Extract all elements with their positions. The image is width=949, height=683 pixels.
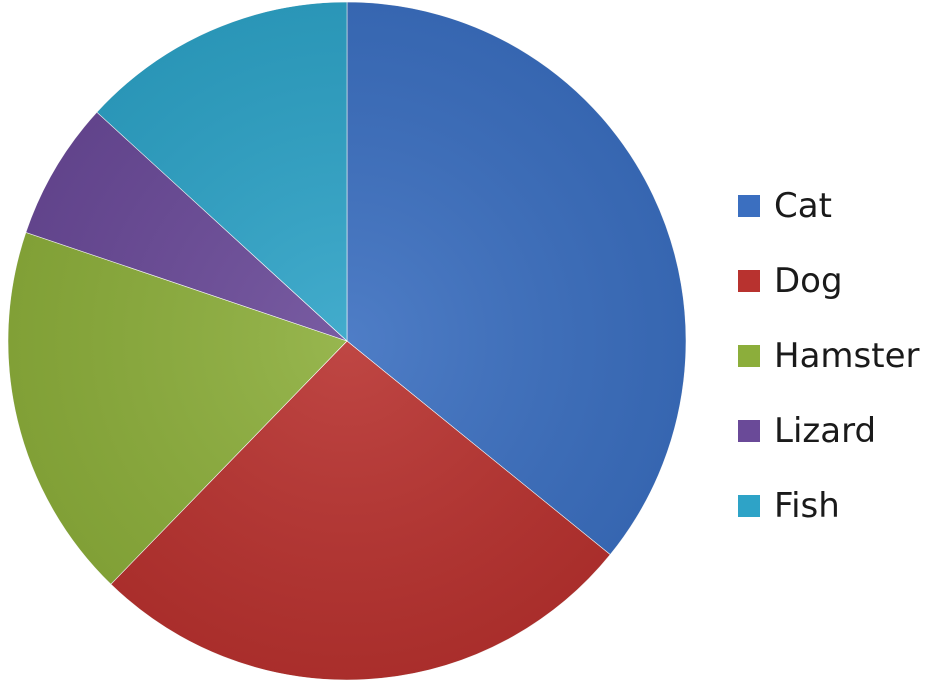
legend-swatch-lizard: [738, 419, 760, 442]
legend-label-cat: Cat: [774, 185, 832, 226]
legend-item-cat: Cat: [738, 168, 919, 243]
legend-item-fish: Fish: [738, 468, 919, 543]
legend-swatch-dog: [738, 269, 760, 292]
legend-label-lizard: Lizard: [774, 410, 877, 451]
legend-swatch-fish: [738, 494, 760, 517]
legend-item-dog: Dog: [738, 243, 919, 318]
legend-label-dog: Dog: [774, 260, 843, 301]
legend-item-hamster: Hamster: [738, 318, 919, 393]
legend-label-fish: Fish: [774, 485, 840, 526]
legend-swatch-hamster: [738, 344, 760, 367]
legend-label-hamster: Hamster: [774, 335, 920, 376]
chart-legend: Cat Dog Hamster Lizard Fish: [738, 168, 919, 543]
legend-item-lizard: Lizard: [738, 393, 919, 468]
legend-swatch-cat: [738, 194, 760, 217]
